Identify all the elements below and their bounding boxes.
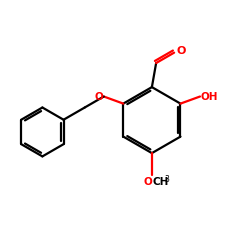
Text: O: O	[143, 177, 152, 187]
Text: O: O	[94, 92, 103, 102]
Text: CH: CH	[152, 177, 169, 187]
Text: OH: OH	[201, 92, 218, 102]
Text: O: O	[176, 46, 186, 56]
Text: 3: 3	[164, 175, 170, 184]
